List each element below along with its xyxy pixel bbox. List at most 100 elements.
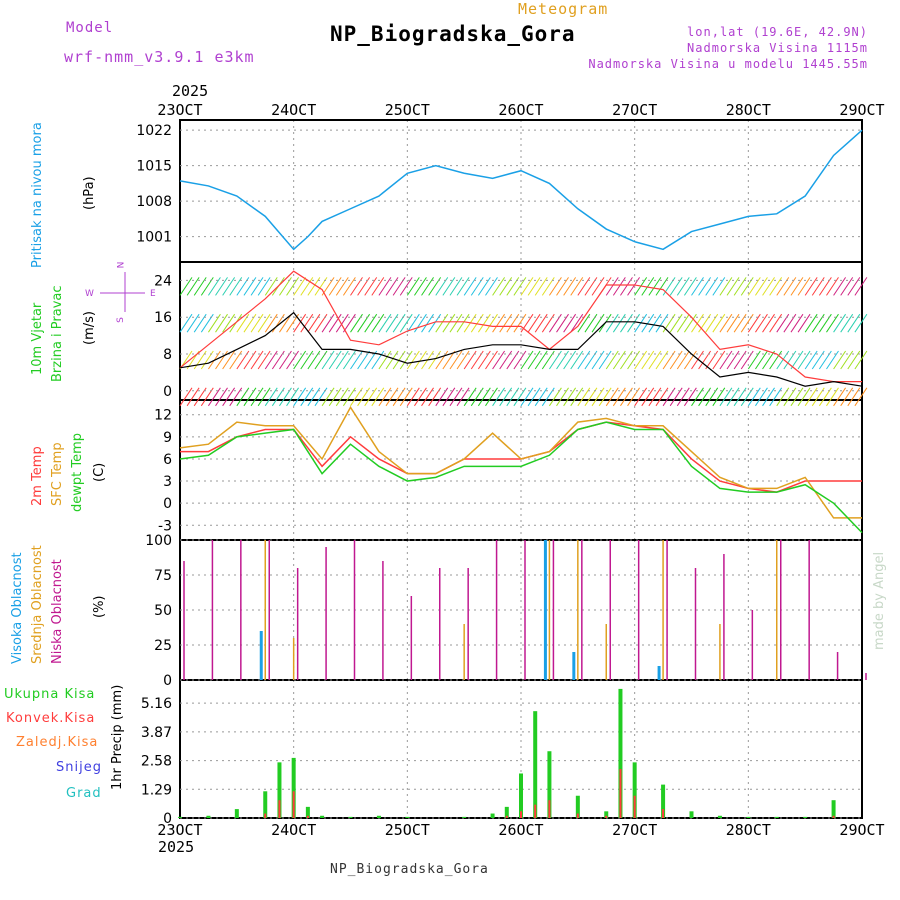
precip-total-bar [277, 762, 282, 818]
wind-arrow [797, 277, 811, 296]
wind-arrow [243, 387, 257, 407]
precip-conv-bar [278, 800, 281, 818]
precip-total-bar [376, 815, 381, 818]
wind-arrow [328, 313, 342, 333]
wind-arrow [364, 387, 378, 407]
wind-arrow [804, 350, 818, 370]
wind-arrow [442, 277, 456, 296]
wind-arrow [840, 313, 854, 333]
wind-arrow [186, 277, 200, 296]
cloud-tick-label: 0 [163, 673, 172, 689]
wind-arrow [520, 387, 534, 407]
meteogram-title: Meteogram [518, 0, 609, 18]
precip-conv-bar [619, 769, 622, 818]
wind-arrow [293, 313, 307, 333]
model-value: wrf-nmm_v3.9.1 e3km [64, 48, 255, 66]
temp-tick-label: 0 [163, 496, 172, 512]
wind-arrow [229, 277, 243, 296]
cloud-tick-label: 75 [154, 568, 172, 584]
precip-conv-bar [605, 815, 608, 818]
wind-arrow [840, 277, 854, 296]
temp-sfc-line [179, 405, 862, 519]
wind-arrow [691, 350, 704, 370]
wind-arrow [243, 313, 257, 333]
wind-arrow [762, 277, 775, 296]
wind-arrow [612, 277, 626, 296]
wind-arrow [719, 387, 733, 407]
wind-arrow [577, 277, 591, 296]
wind-arrow [598, 350, 612, 370]
wind-arrow [215, 350, 228, 370]
wind-arrow [492, 277, 505, 296]
wind-arrow [669, 313, 683, 333]
wind-arrow [534, 277, 548, 296]
wind-arrow [456, 387, 470, 407]
wind-arrow [755, 277, 768, 296]
compass-w: W [85, 289, 94, 299]
wind-arrow [612, 350, 626, 370]
wind-arrow [747, 387, 761, 407]
wind-arrow [527, 387, 541, 407]
day-label-bottom: 25OCT [385, 821, 430, 839]
precip-total-bar [519, 773, 523, 818]
temp-tick-label: 3 [163, 474, 172, 490]
precip-snow-title: Snijeg [56, 760, 102, 775]
wind-arrow [342, 350, 356, 370]
wind-arrow [797, 350, 811, 370]
wind-arrow [300, 277, 314, 296]
wind-arrow [683, 313, 697, 333]
wind-arrow [655, 350, 669, 370]
precip-conv-bar [306, 815, 309, 818]
wind-arrow [414, 277, 427, 296]
model-altitude-text: Nadmorska Visina u modelu 1445.55m [588, 57, 868, 71]
wind-arrow [371, 277, 385, 296]
wind-arrow [676, 313, 690, 333]
precip-freeze-title: Zaledj.Kisa [16, 735, 99, 750]
wind-arrow [833, 277, 846, 296]
wind-arrow [264, 350, 278, 370]
wind-arrow [449, 350, 463, 370]
wind-arrow [847, 277, 861, 296]
wind-arrow [769, 387, 783, 407]
day-label-top: 27OCT [612, 101, 657, 119]
wind-arrow [307, 277, 321, 296]
precip-total-bar [320, 815, 325, 818]
wind-arrow [840, 387, 854, 407]
wind-arrow [556, 313, 569, 333]
wind-tick-label: 0 [163, 384, 172, 400]
wind-tick-label: 24 [154, 273, 172, 289]
wind-tick-label: 8 [163, 347, 172, 363]
cloud-tick-label: 100 [145, 533, 172, 549]
precip-total-bar [490, 813, 495, 818]
cloud-tick-label: 25 [154, 638, 172, 654]
wind-arrow [179, 277, 193, 296]
wind-arrow [243, 277, 257, 296]
precip-total-bar [717, 815, 722, 818]
pressure-tick-label: 1022 [136, 123, 172, 139]
precip-total-bar [604, 811, 609, 818]
wind-arrow [378, 277, 392, 296]
precip-conv-bar [534, 804, 537, 818]
wind-arrow [556, 387, 569, 407]
precip-total-title: Ukupna Kisa [4, 687, 96, 702]
wind-arrow [250, 387, 264, 407]
wind-arrow [854, 277, 868, 296]
wind-arrow [335, 277, 349, 296]
wind-arrow [634, 350, 648, 370]
wind-arrow [449, 313, 463, 333]
day-label-bottom: 24OCT [271, 821, 316, 839]
wind-arrow [563, 313, 577, 333]
wind-arrow [747, 350, 761, 370]
wind-arrow [492, 387, 505, 407]
wind-arrow [712, 350, 726, 370]
precip-tick-label: 0 [163, 811, 172, 827]
wind-arrow [342, 313, 356, 333]
wind-arrow [527, 277, 541, 296]
wind-arrow [364, 350, 378, 370]
wind-arrow [335, 350, 349, 370]
wind-arrow [826, 387, 839, 407]
wind-arrow [755, 387, 768, 407]
day-label-top: 24OCT [271, 101, 316, 119]
wind-arrow [286, 350, 299, 370]
precip-total-bar [632, 762, 637, 818]
